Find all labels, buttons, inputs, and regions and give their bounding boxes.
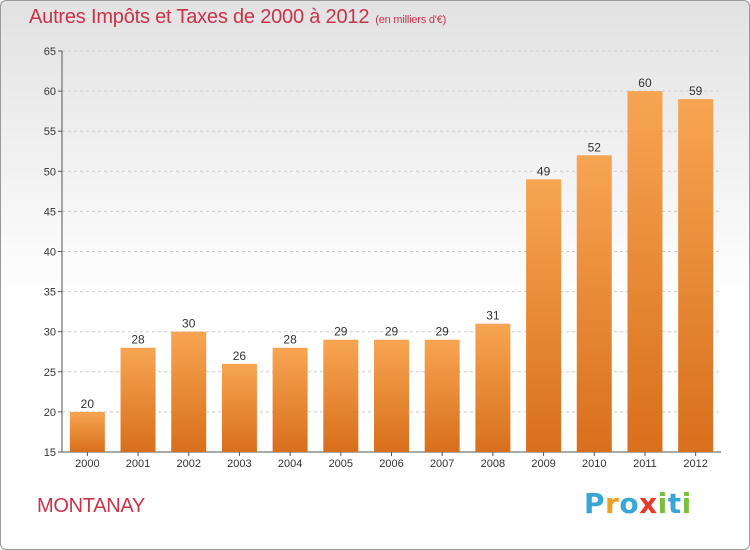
y-tick-label: 25 [44, 367, 56, 379]
bar-2009 [526, 179, 562, 452]
y-tick-label: 45 [44, 206, 56, 218]
bar-2007 [424, 339, 460, 452]
x-tick-label-2011: 2011 [633, 458, 657, 470]
town-name: MONTANAY [37, 495, 145, 517]
value-label-2005: 29 [334, 325, 348, 339]
logo-letter: i [681, 487, 692, 520]
value-label-2006: 29 [385, 325, 399, 339]
x-tick-label-2004: 2004 [278, 458, 302, 470]
x-tick-label-2005: 2005 [329, 458, 353, 470]
value-label-2012: 59 [689, 84, 703, 98]
y-tick-label: 40 [44, 247, 56, 259]
x-tick-label-2012: 2012 [683, 458, 707, 470]
x-tick-label-2001: 2001 [126, 458, 150, 470]
logo-letter: P [584, 487, 606, 520]
value-label-2004: 28 [283, 333, 297, 347]
y-tick-label: 20 [44, 407, 56, 419]
x-tick-label-2008: 2008 [481, 458, 505, 470]
value-label-2010: 52 [588, 140, 602, 154]
value-label-2009: 49 [537, 164, 551, 178]
x-tick-label-2007: 2007 [430, 458, 454, 470]
value-label-2001: 28 [131, 333, 145, 347]
bar-2006 [374, 339, 409, 452]
logo-letter: r [605, 487, 620, 520]
y-tick-label: 65 [44, 46, 56, 58]
value-label-2002: 30 [182, 317, 196, 331]
bar-2004 [272, 347, 308, 452]
bar-2003 [221, 363, 257, 452]
x-tick-label-2010: 2010 [582, 458, 606, 470]
x-tick-label-2006: 2006 [379, 458, 403, 470]
bar-2001 [120, 347, 156, 452]
x-tick-label-2002: 2002 [176, 458, 200, 470]
bar-2005 [323, 339, 359, 452]
bars [69, 91, 714, 453]
bar-2008 [475, 323, 511, 452]
x-tick-label-2009: 2009 [531, 458, 555, 470]
x-tick-label-2000: 2000 [75, 458, 99, 470]
y-tick-label: 35 [44, 287, 56, 299]
y-tick-label: 50 [44, 166, 56, 178]
logo-letter: o [619, 487, 640, 520]
chart-title: Autres Impôts et Taxes de 2000 à 2012 (en… [29, 6, 446, 29]
bar-2002 [171, 331, 207, 452]
y-tick-label: 60 [44, 86, 56, 98]
value-label-2011: 60 [638, 76, 652, 90]
y-tick-label: 30 [44, 327, 56, 339]
proxiti-logo[interactable]: Proxiti [584, 487, 692, 520]
bar-2000 [69, 411, 105, 452]
value-label-2000: 20 [81, 397, 95, 411]
bar-2010 [576, 155, 612, 452]
y-tick-label: 15 [44, 447, 56, 459]
value-label-2008: 31 [486, 309, 500, 323]
logo-letter: t [667, 487, 682, 520]
x-tick-label-2003: 2003 [227, 458, 251, 470]
bar-2011 [627, 91, 663, 452]
bar-2012 [678, 99, 714, 453]
value-label-2007: 29 [436, 325, 450, 339]
value-label-2003: 26 [233, 349, 247, 363]
value-labels: 20 28 30 26 28 29 29 29 31 49 52 60 59 [81, 76, 703, 411]
chart-title-text: Autres Impôts et Taxes de 2000 à 2012 [29, 6, 370, 28]
y-tick-label: 55 [44, 126, 56, 138]
chart-unit: (en milliers d'€) [375, 14, 447, 26]
logo-letter: x [639, 487, 658, 520]
logo-letter: i [657, 487, 668, 520]
